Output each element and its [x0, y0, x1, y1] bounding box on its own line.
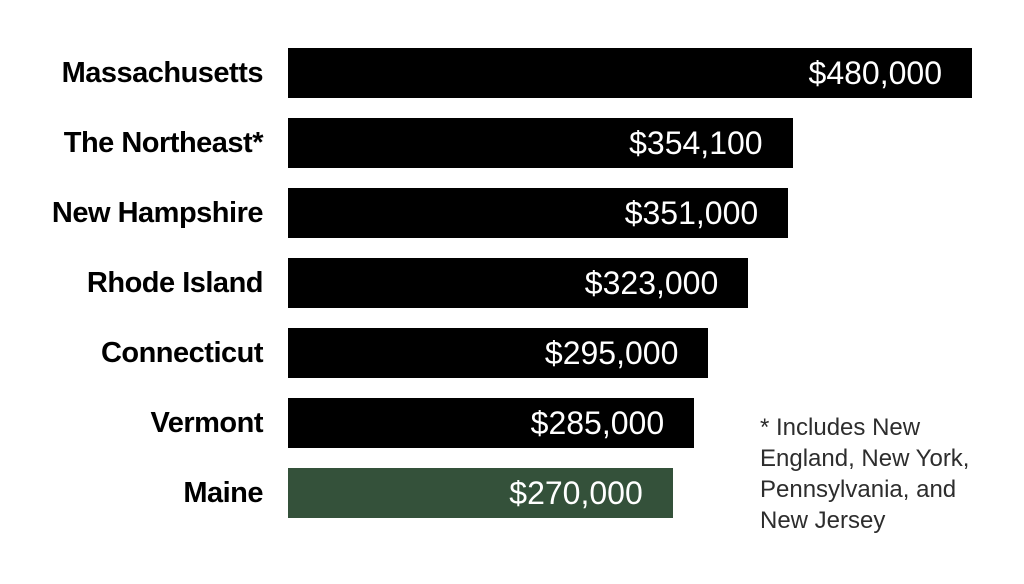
- bar-track: $285,000: [288, 398, 972, 448]
- bar-track: $270,000: [288, 468, 972, 518]
- bar: $354,100: [288, 118, 793, 168]
- chart-row: Rhode Island $323,000: [0, 258, 972, 308]
- chart-row: Maine $270,000: [0, 468, 972, 518]
- category-label: Maine: [183, 476, 263, 509]
- category-label: Connecticut: [100, 336, 264, 369]
- bar: $270,000: [288, 468, 673, 518]
- value-label: $285,000: [530, 404, 665, 441]
- bar-track: $351,000: [288, 188, 972, 238]
- category-label: Rhode Island: [86, 266, 264, 299]
- chart-footnote: * Includes New England, New York, Pennsy…: [760, 414, 970, 534]
- chart-row: Massachusetts $480,000: [0, 48, 972, 98]
- value-label: $323,000: [584, 264, 719, 301]
- chart-row: New Hampshire $351,000: [0, 188, 972, 238]
- value-label: $270,000: [509, 474, 643, 511]
- category-label: Vermont: [150, 406, 263, 439]
- category-label: Massachusetts: [61, 56, 264, 89]
- bar-track: $480,000: [288, 48, 972, 98]
- value-label: $354,100: [629, 124, 763, 161]
- value-label: $295,000: [544, 334, 679, 371]
- bar: $323,000: [288, 258, 749, 308]
- value-label: $351,000: [624, 194, 759, 231]
- chart-row: The Northeast* $354,100: [0, 118, 972, 168]
- category-label: New Hampshire: [51, 196, 264, 229]
- bar-track: $323,000: [288, 258, 972, 308]
- chart-row: Vermont $285,000: [0, 398, 972, 448]
- bar-track: $295,000: [288, 328, 972, 378]
- chart-row: Connecticut $295,000: [0, 328, 972, 378]
- bar-track: $354,100: [288, 118, 972, 168]
- value-label: $480,000: [808, 54, 942, 91]
- bar: $285,000: [288, 398, 695, 448]
- category-label: The Northeast*: [63, 126, 264, 159]
- bar: $351,000: [288, 188, 789, 238]
- bar: $295,000: [288, 328, 709, 378]
- bar-chart: Massachusetts $480,000 The Northeast* $354,…: [0, 48, 972, 538]
- bar: $480,000: [288, 48, 972, 98]
